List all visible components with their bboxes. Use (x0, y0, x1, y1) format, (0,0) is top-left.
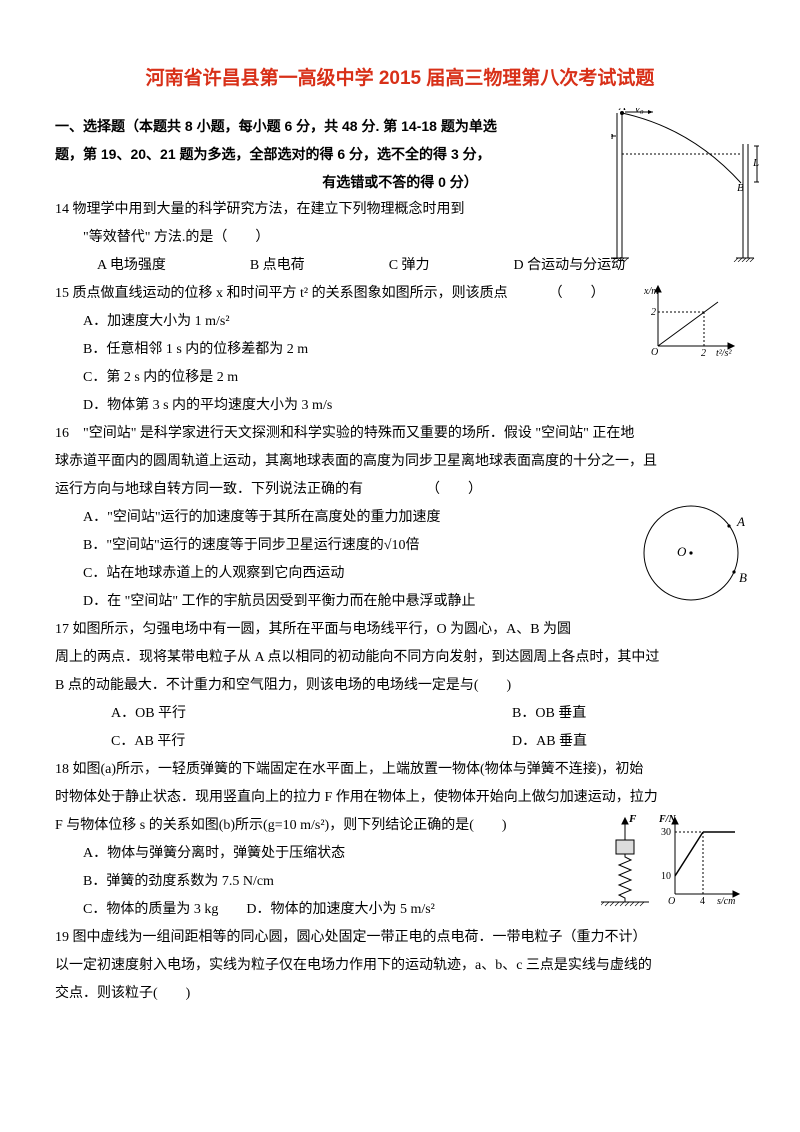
q17-d: D．AB 垂直 (456, 728, 800, 756)
svg-text:4: 4 (700, 896, 705, 907)
q15-stem: 15 质点做直线运动的位移 x 和时间平方 t² 的关系图象如图所示，则该质点 … (55, 280, 745, 308)
q16-stem1: 16 "空间站" 是科学家进行天文探测和科学实验的特殊而又重要的场所．假设 "空… (55, 420, 745, 448)
svg-text:10: 10 (661, 871, 671, 882)
page-title: 河南省许昌县第一高级中学 2015 届高三物理第八次考试试题 (55, 60, 745, 98)
q17-opts2: C．AB 平行 D．AB 垂直 (55, 728, 745, 756)
q17-a: A．OB 平行 (55, 700, 456, 728)
q17-stem1: 17 如图所示，匀强电场中有一圆，其所在平面与电场线平行，O 为圆心，A、B 为… (55, 616, 745, 644)
svg-text:30: 30 (661, 827, 671, 838)
q19-stem2: 以一定初速度射入电场，实线为粒子仅在电场力作用下的运动轨迹，a、b、c 三点是实… (55, 952, 745, 980)
q15-xlabel: t²/s² (716, 348, 732, 358)
q14-c: C 弹力 (389, 252, 514, 280)
q17-stem2: 周上的两点．现将某带电粒子从 A 点以相同的初动能向不同方向发射，到达圆周上各点… (55, 644, 745, 672)
lbl-L: L (752, 157, 759, 169)
q18b-xlabel: s/cm (717, 896, 735, 907)
fig-q17: O A B (637, 500, 753, 606)
q15-d: D．物体第 3 s 内的平均速度大小为 3 m/s (55, 392, 745, 420)
q18-stem2: 时物体处于静止状态．现用竖直向上的拉力 F 作用在物体上，使物体开始向上做匀加速… (55, 784, 745, 812)
q15-ylabel: x/m (644, 286, 658, 297)
svg-text:F: F (628, 813, 637, 825)
q15-a: A．加速度大小为 1 m/s² (55, 308, 745, 336)
q14-b: B 点电荷 (250, 252, 389, 280)
q16-stem2: 球赤道平面内的圆周轨道上运动，其离地球表面的高度为同步卫星离地球表面高度的十分之… (55, 448, 745, 476)
q17-b: B．OB 垂直 (456, 700, 800, 728)
q15-brace: （ ） (549, 286, 605, 301)
q17-O: O (677, 544, 687, 559)
q19-stem1: 19 图中虚线为一组间距相等的同心圆，圆心处固定一带正电的点电荷．一带电粒子（重… (55, 924, 745, 952)
fig-q14: A v₀ h M N B L (611, 108, 759, 262)
q17-A: A (736, 514, 745, 529)
svg-text:O: O (651, 347, 658, 358)
svg-text:2: 2 (651, 307, 656, 318)
q19-stem3: 交点．则该粒子( ) (55, 980, 745, 1008)
q14-a: A 电场强度 (97, 252, 250, 280)
q15-c: C．第 2 s 内的位移是 2 m (55, 364, 745, 392)
q18-stem1: 18 如图(a)所示，一轻质弹簧的下端固定在水平面上，上端放置一物体(物体与弹簧… (55, 756, 745, 784)
fig-q18a: F ( a ) (601, 812, 651, 908)
q17-B: B (739, 570, 747, 585)
lbl-B: B (737, 182, 744, 194)
q15-b: B．任意相邻 1 s 内的位移差都为 2 m (55, 336, 745, 364)
svg-text:O: O (668, 896, 675, 907)
q17-c: C．AB 平行 (55, 728, 456, 756)
fig-q18b: F/N s/cm 30 10 O 4 ( b ) (659, 812, 745, 908)
q17-stem3: B 点的动能最大．不计重力和空气阻力，则该电场的电场线一定是与( ) (55, 672, 745, 700)
svg-text:2: 2 (701, 348, 706, 358)
q17-opts1: A．OB 平行 B．OB 垂直 (55, 700, 745, 728)
q18b-ylabel: F/N (659, 814, 676, 825)
q15-stem-text: 15 质点做直线运动的位移 x 和时间平方 t² 的关系图象如图所示，则该质点 (55, 286, 508, 301)
fig-q15: x/m t²/s² 2 2 O (644, 282, 740, 358)
